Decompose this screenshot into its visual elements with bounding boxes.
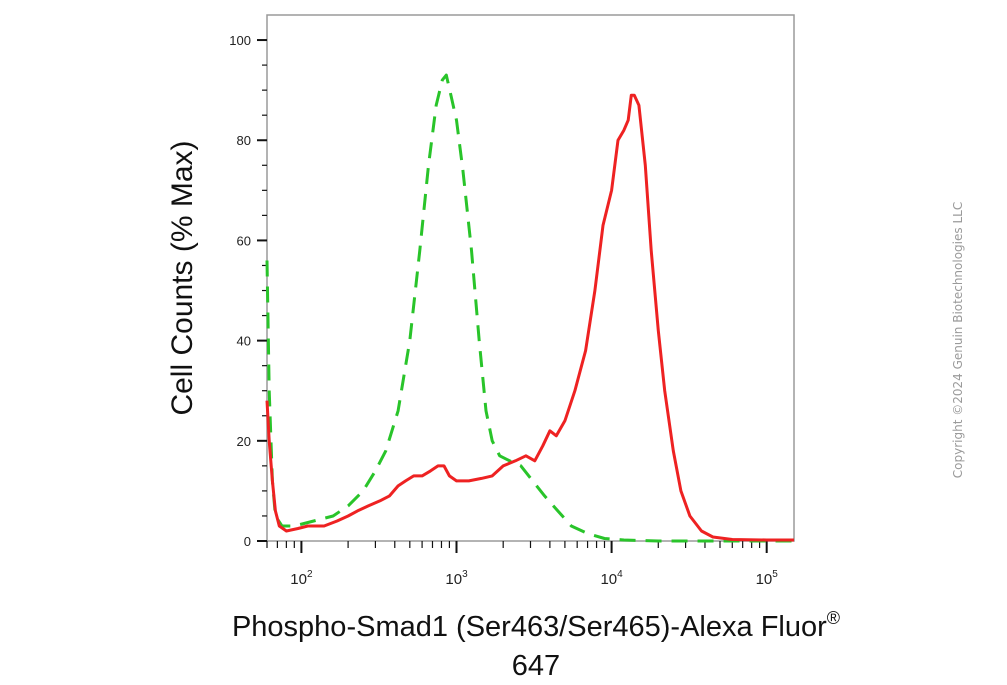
series-line-solid-red: [265, 93, 794, 542]
copyright-watermark: Copyright ©2024 Genuin Biotechnologies L…: [951, 202, 965, 478]
y-axis: 0 20 40 60 80 100: [229, 33, 267, 549]
y-tick-label: 20: [237, 434, 251, 449]
x-tick-label: 105: [756, 569, 779, 588]
y-tick-label: 100: [229, 33, 251, 48]
y-tick-label: 60: [237, 233, 251, 248]
x-axis: 102 103 104 105: [266, 541, 779, 588]
x-tick-label: 103: [445, 569, 468, 588]
y-tick-label: 80: [237, 133, 251, 148]
series-layer: [265, 73, 794, 543]
x-tick-label: 104: [600, 569, 623, 588]
x-tick-label: 102: [290, 569, 313, 588]
x-axis-title: Phospho-Smad1 (Ser463/Ser465)-Alexa Fluo…: [232, 608, 840, 643]
y-tick-label: 40: [237, 334, 251, 349]
x-axis-title-line2: 647: [512, 650, 560, 682]
series-line-dashed-green: [265, 73, 794, 543]
y-axis-title: Cell Counts (% Max): [166, 140, 199, 415]
plot-frame: [266, 14, 795, 542]
x-axis-title-registered-mark: ®: [827, 608, 840, 628]
x-axis-title-main: Phospho-Smad1 (Ser463/Ser465)-Alexa Fluo…: [232, 611, 827, 643]
y-tick-label: 0: [244, 534, 251, 549]
